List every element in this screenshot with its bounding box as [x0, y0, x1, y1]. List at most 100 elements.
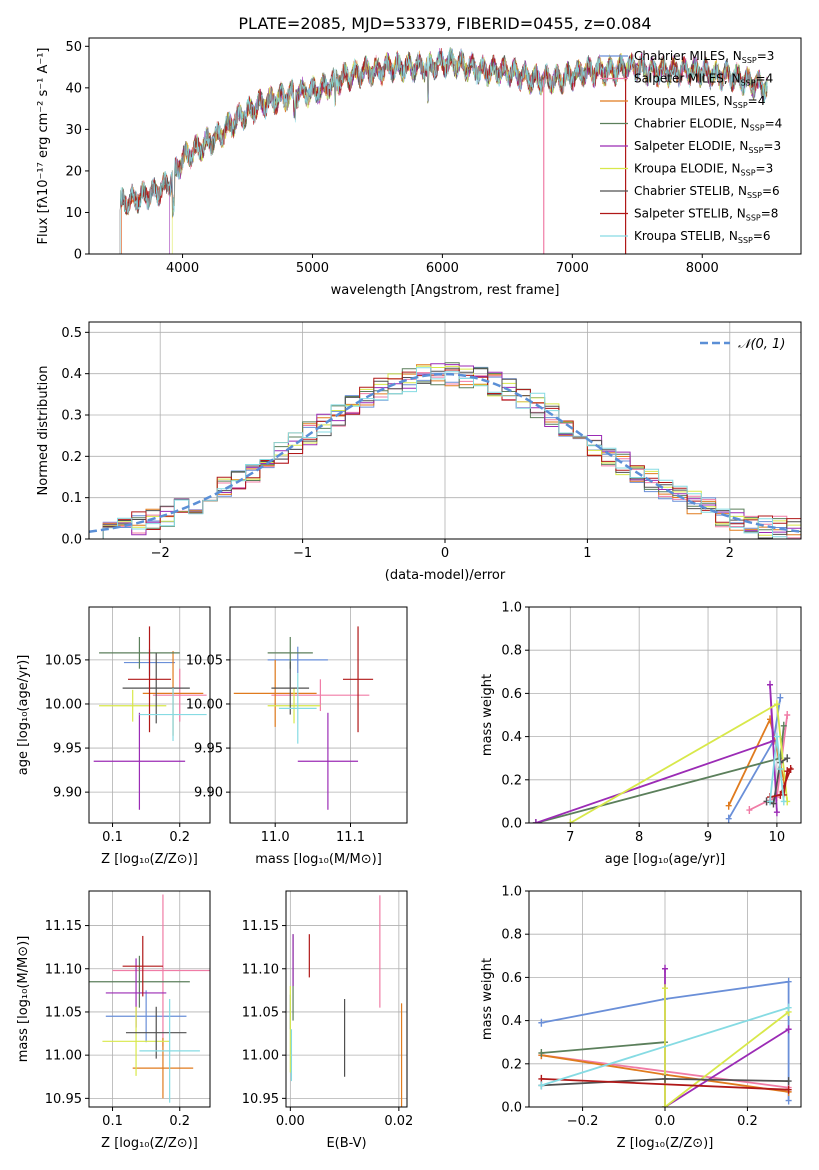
x-axis-label: age [log₁₀(age/yr)] — [605, 852, 726, 867]
x-axis-label: Z [log₁₀(Z/Z⊙)] — [617, 1136, 714, 1151]
mass-weight-line — [535, 684, 778, 823]
x-tick-label: 11.1 — [336, 830, 365, 845]
data-layer — [230, 607, 407, 823]
residual-histogram — [89, 367, 801, 539]
x-tick-label: −2 — [151, 546, 170, 561]
axes-frame — [88, 606, 211, 824]
y-tick-label: 10.95 — [242, 1092, 279, 1107]
x-tick-label: 10 — [769, 830, 786, 845]
y-tick-label: 10.05 — [45, 653, 82, 668]
x-axis-label: (data-model)/error — [385, 568, 506, 583]
legend-label: Kroupa MILES, NSSP=4 — [634, 94, 765, 110]
mass-weight-marker — [785, 977, 792, 986]
mass-weight-marker — [787, 765, 794, 773]
panel-residuals: 𝒩(0, 1) −2 −1 0 1 2 0.0 0.1 0.2 0.3 0.4 0.5 (data-mo… — [36, 321, 802, 583]
mass-weight-line — [541, 1041, 666, 1054]
y-tick-label: 20 — [65, 164, 82, 179]
y-tick-label: 0.4 — [61, 367, 82, 382]
x-tick-label: 11.0 — [261, 830, 290, 845]
mass-weight-marker — [538, 1081, 545, 1090]
mass-weight-marker — [773, 732, 780, 741]
y-tick-label: 40 — [65, 81, 82, 96]
legend-label: Chabrier STELIB, NSSP=6 — [634, 184, 780, 200]
mass-weight-marker — [725, 801, 732, 810]
mass-weight-marker — [777, 765, 784, 773]
y-axis-label: Normed distribution — [36, 366, 51, 496]
x-tick-label: 0 — [441, 546, 449, 561]
panel-mass-vs-EBV: 0.00 0.02 10.95 11.00 11.05 11.10 11.15 E(B-V) — [242, 890, 413, 1151]
x-tick-label: 0.0 — [655, 1114, 676, 1129]
y-tick-label: 0.0 — [501, 1101, 522, 1116]
x-tick-label: 4000 — [166, 261, 199, 276]
x-tick-label: 8000 — [686, 261, 719, 276]
x-tick-label: 8 — [635, 830, 643, 845]
plot-area — [529, 607, 801, 823]
y-tick-label: 11.05 — [242, 1005, 279, 1020]
y-tick-label: 9.90 — [53, 786, 82, 801]
y-tick-label: 0.2 — [61, 450, 82, 465]
mass-weight-marker — [784, 767, 791, 776]
axes-frame — [88, 890, 211, 1108]
spectrum-line — [119, 48, 763, 254]
axes-frame — [285, 890, 408, 1108]
mass-weight-marker — [785, 1003, 792, 1012]
plot-area — [89, 891, 210, 1107]
mass-weight-marker — [532, 819, 539, 823]
data-layer — [89, 891, 210, 1107]
y-axis-label: age [log₁₀(age/yr)] — [16, 655, 31, 776]
y-tick-label: 9.90 — [194, 786, 223, 801]
x-tick-label: 0.00 — [276, 1114, 305, 1129]
axes-frame — [88, 37, 802, 255]
x-tick-label: 1 — [583, 546, 591, 561]
y-tick-label: 9.95 — [53, 742, 82, 757]
gaussian-reference-curve — [89, 372, 801, 534]
plot-area — [286, 891, 407, 1107]
x-tick-label: −0.2 — [567, 1114, 599, 1129]
x-tick-label: 0.02 — [384, 1114, 413, 1129]
x-tick-label: 0.1 — [102, 1114, 123, 1129]
y-tick-label: 0.4 — [501, 1014, 522, 1029]
y-axis-label: mass weight — [480, 674, 495, 756]
figure-title: PLATE=2085, MJD=53379, FIBERID=0455, z=0… — [238, 14, 651, 33]
x-axis-label: Z [log₁₀(Z/Z⊙)] — [101, 1136, 198, 1151]
mass-weight-marker — [770, 799, 777, 808]
data-layer — [119, 47, 768, 254]
y-tick-label: 11.00 — [242, 1049, 279, 1064]
y-tick-label: 0 — [74, 248, 82, 263]
y-tick-label: 1.0 — [501, 601, 522, 616]
mass-weight-marker — [567, 819, 574, 823]
panel-mass-vs-Z: 0.1 0.2 10.95 11.00 11.05 11.10 11.15 Z [log₁₀(… — [16, 890, 211, 1151]
mass-weight-marker — [538, 1049, 545, 1057]
y-tick-label: 0.6 — [501, 687, 522, 702]
mass-weight-line — [541, 1006, 789, 1087]
mass-weight-line — [541, 1078, 789, 1091]
legend-label: 𝒩(0, 1) — [738, 337, 785, 352]
data-layer — [89, 607, 210, 823]
y-tick-label: 0.2 — [501, 1057, 522, 1072]
x-tick-label: 9 — [704, 830, 712, 845]
y-tick-label: 11.00 — [45, 1049, 82, 1064]
y-tick-label: 1.0 — [501, 885, 522, 900]
x-tick-label: 7000 — [556, 261, 589, 276]
mass-weight-marker — [773, 808, 780, 817]
x-axis-label: E(B-V) — [326, 1136, 366, 1151]
data-layer — [89, 322, 801, 539]
y-tick-label: 11.15 — [242, 919, 279, 934]
mass-weight-marker — [777, 693, 784, 702]
mass-weight-marker — [662, 964, 668, 973]
x-tick-label: 2 — [726, 546, 734, 561]
mass-weight-marker — [746, 806, 753, 815]
legend-label: Kroupa ELODIE, NSSP=3 — [634, 162, 773, 178]
mass-weight-marker — [767, 680, 774, 689]
y-tick-label: 30 — [65, 123, 82, 138]
mass-weight-marker — [785, 1077, 792, 1086]
y-axis-label: Flux [fλ10⁻¹⁷ erg cm⁻² s⁻¹ A⁻¹] — [36, 48, 51, 245]
y-tick-label: 0.1 — [61, 491, 82, 506]
axes-frame — [229, 606, 408, 824]
x-tick-label: −1 — [293, 546, 312, 561]
y-tick-label: 10 — [65, 206, 82, 221]
y-tick-label: 0.4 — [501, 730, 522, 745]
mass-weight-marker — [784, 711, 791, 719]
x-tick-label: 7 — [566, 830, 574, 845]
mass-weight-marker — [770, 736, 777, 745]
